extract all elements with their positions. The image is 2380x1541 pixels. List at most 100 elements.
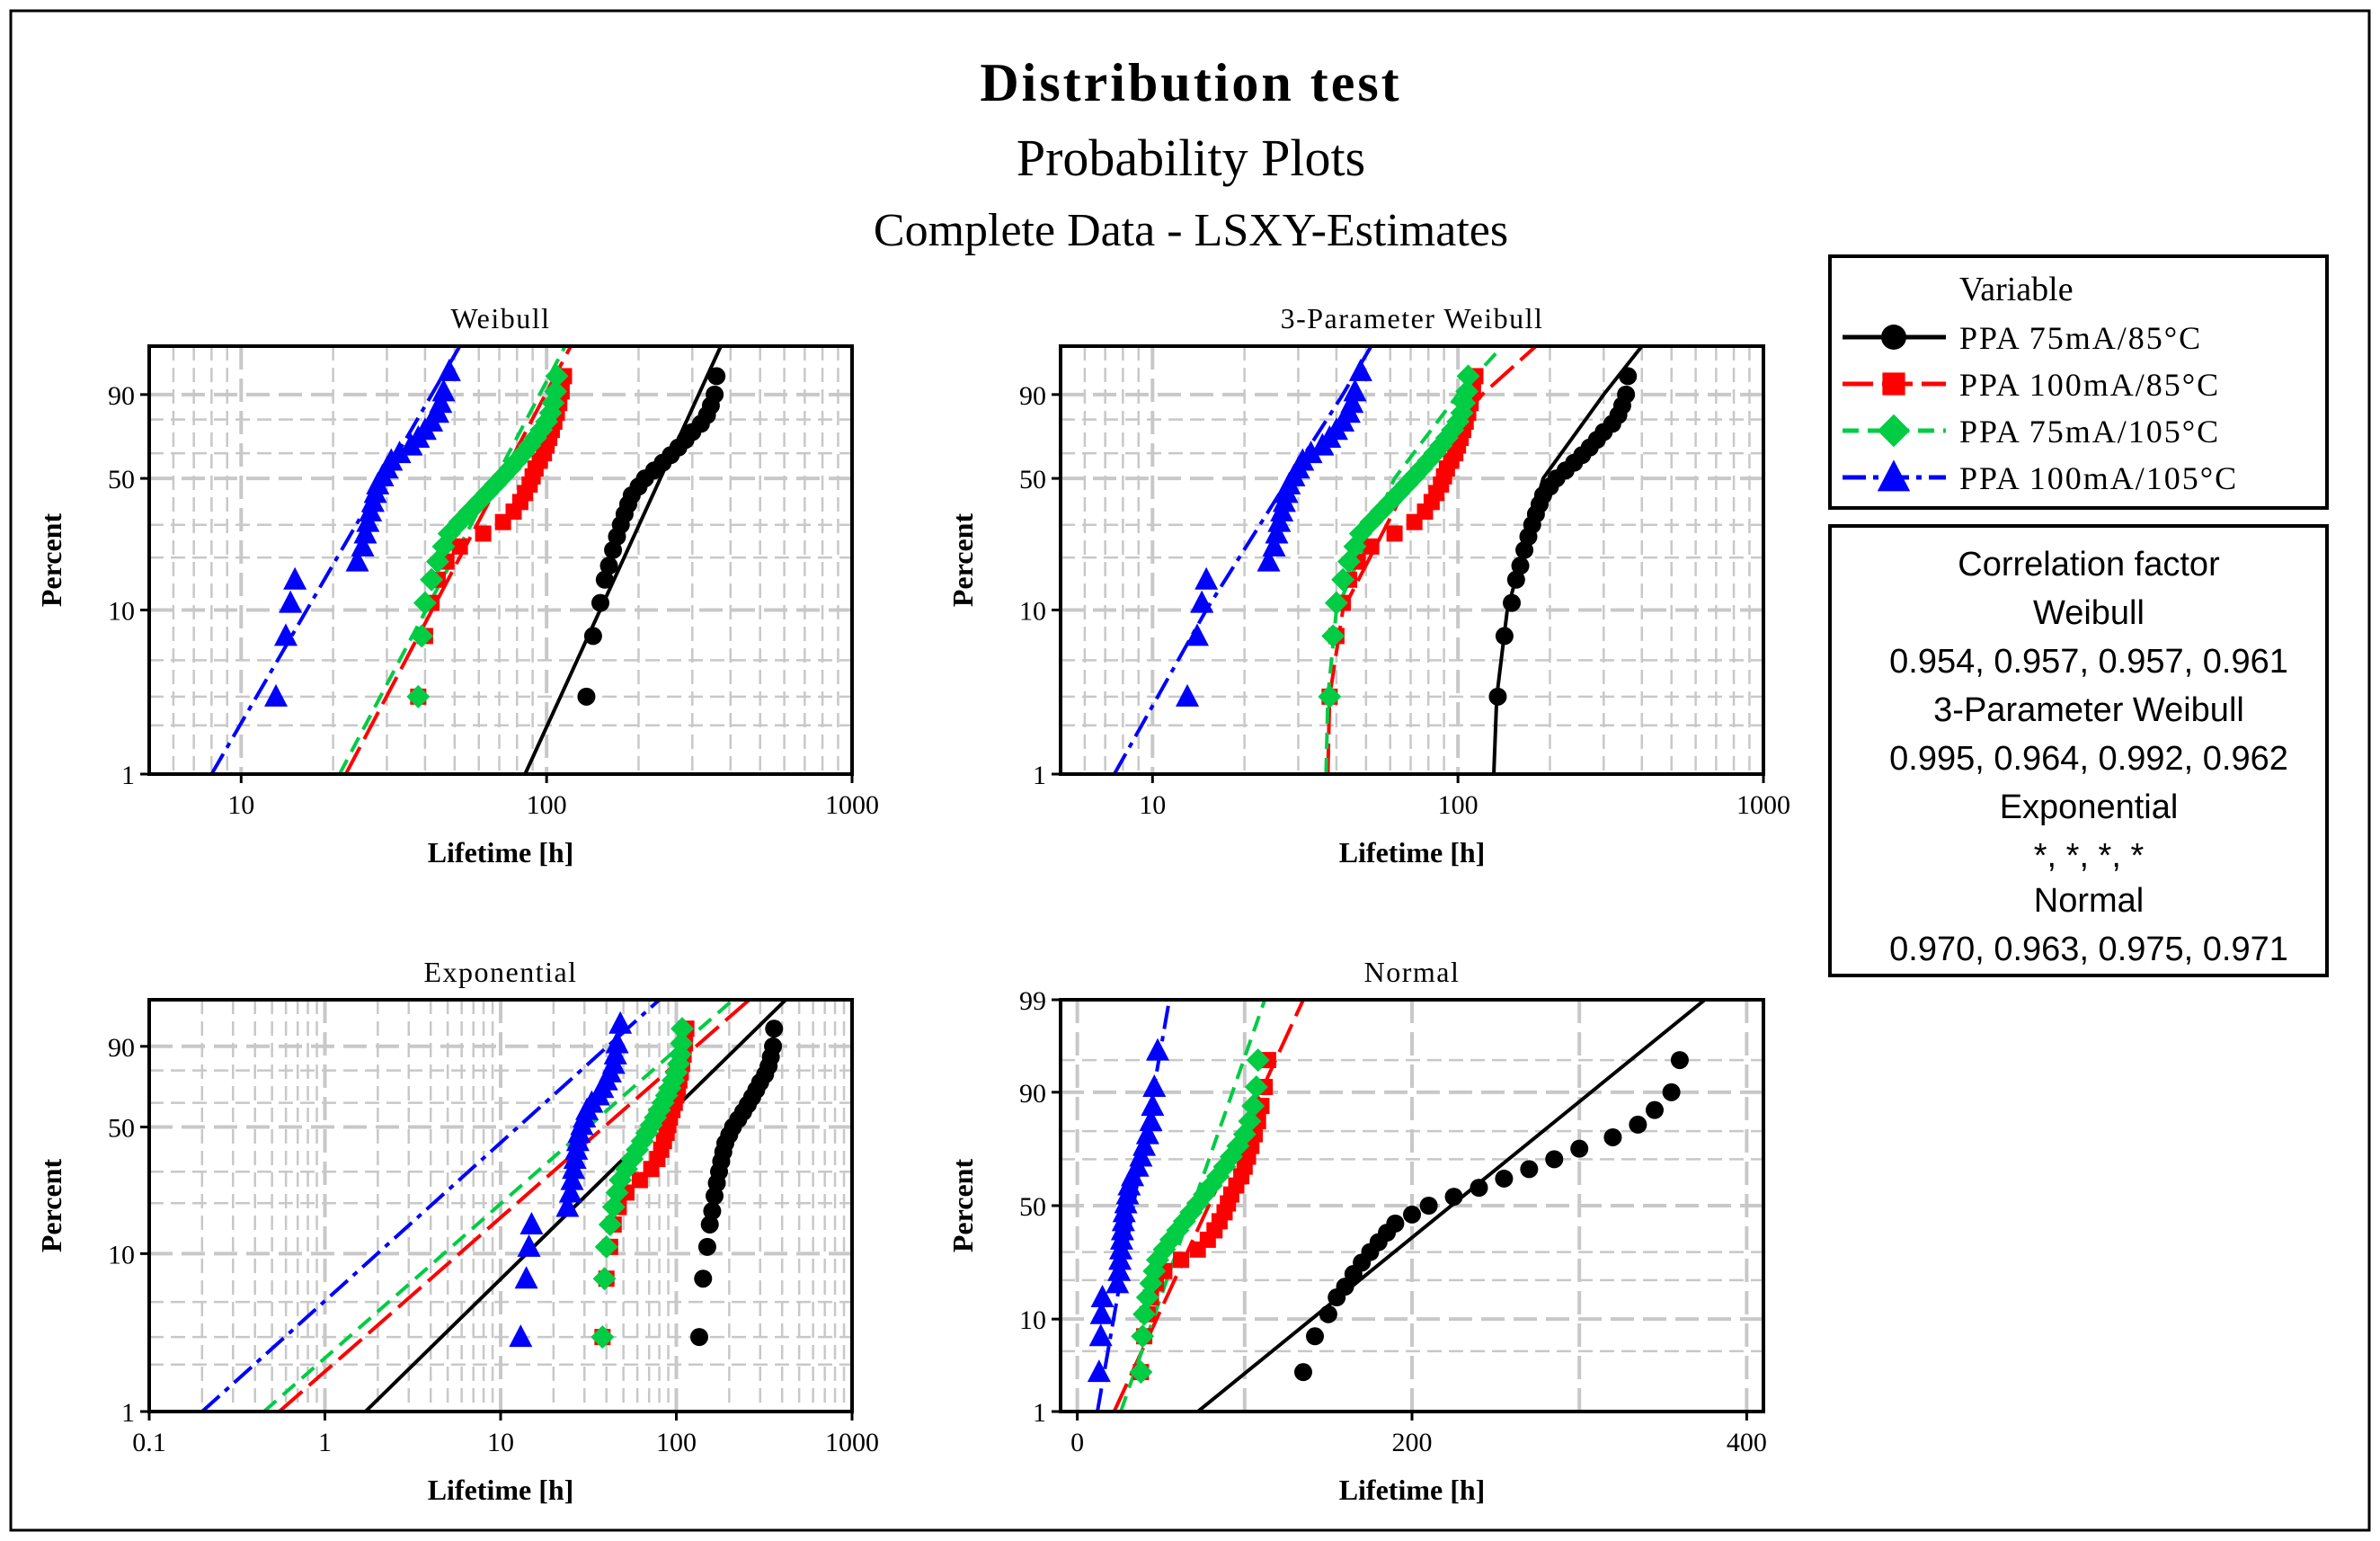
markers-three-param-weibull: [1176, 358, 1638, 708]
data-point-series-4: [558, 1180, 582, 1203]
data-point-series-4: [1340, 390, 1364, 414]
data-point-series-3: [1132, 1302, 1157, 1326]
markers-exponential: [509, 1011, 784, 1349]
data-point-series-3: [505, 449, 529, 473]
data-point-series-1: [707, 367, 726, 386]
fit-line-series-3: [1119, 1000, 1267, 1412]
data-point-series-4: [1089, 1301, 1114, 1324]
correlation-line-exponential: Exponential: [2000, 788, 2179, 826]
x-tick-label: 10: [1139, 790, 1166, 820]
x-axis-label-three-param-weibull: Lifetime [h]: [1339, 836, 1486, 868]
y-tick-label: 1: [1033, 761, 1046, 790]
fit-line-series-4: [209, 346, 462, 774]
fit-line-series-3: [262, 1000, 734, 1412]
legend-label: PPA 75mA/105°C: [1959, 414, 2220, 450]
x-tick-label: 0: [1070, 1428, 1084, 1457]
data-point-series-4: [605, 1030, 629, 1054]
data-point-series-3: [1129, 1360, 1153, 1385]
data-point-series-4: [345, 548, 369, 572]
x-tick-label: 0.1: [132, 1428, 166, 1457]
x-tick-label: 100: [1438, 790, 1479, 820]
data-point-series-4: [437, 358, 461, 381]
data-point-series-3: [1244, 1075, 1268, 1100]
fit-line-series-1: [364, 1000, 787, 1412]
y-tick-label: 1: [1033, 1398, 1046, 1428]
data-point-series-3: [591, 1325, 615, 1349]
data-point-series-3: [670, 1031, 694, 1056]
data-point-series-3: [544, 379, 568, 404]
y-tick-label: 50: [108, 465, 135, 494]
correlation-line-normal: Normal: [2034, 882, 2144, 920]
data-point-series-4: [387, 441, 412, 464]
data-point-series-1: [694, 1269, 713, 1288]
data-point-series-1: [1545, 1150, 1564, 1169]
data-point-series-2: [1173, 1252, 1190, 1269]
grid-normal: [1061, 1000, 1763, 1412]
data-point-series-1: [1319, 1305, 1337, 1323]
data-point-series-4: [273, 623, 298, 646]
data-point-series-1: [599, 557, 618, 575]
data-point-series-1: [1520, 1160, 1539, 1179]
legend-entry-2: PPA 100mA/85°C: [1843, 367, 2220, 403]
data-point-series-1: [583, 627, 602, 646]
data-point-series-1: [706, 385, 724, 404]
data-point-series-4: [1132, 1133, 1157, 1156]
y-tick-label: 90: [108, 1033, 135, 1063]
data-point-series-1: [1386, 1214, 1405, 1233]
plot-frame-three-param-weibull: [1059, 344, 1765, 776]
legend-title: Variable: [1959, 271, 2074, 308]
data-point-series-1: [1619, 367, 1638, 386]
x-tick-label: 10: [227, 790, 254, 820]
markers-weibull: [264, 358, 726, 708]
data-point-series-2: [1386, 525, 1403, 542]
correlation-heading: Correlation factor: [1958, 546, 2220, 583]
data-point-series-3: [545, 364, 569, 388]
y-axis-label-weibull: Percent: [35, 513, 67, 608]
figure-subtitle-estimates: Complete Data - LSXY-Estimates: [874, 205, 1508, 256]
data-point-series-3: [594, 1234, 618, 1259]
plot-frame-weibull: [147, 344, 854, 776]
data-point-series-3: [1241, 1094, 1265, 1118]
correlation-frame: [1828, 524, 2329, 977]
data-point-series-4: [517, 1234, 541, 1257]
x-tick-label: 1000: [825, 1428, 879, 1457]
x-tick-label: 1000: [825, 790, 879, 820]
y-axis-label-three-param-weibull: Percent: [946, 513, 979, 608]
plot-title-weibull: Weibull: [450, 302, 550, 334]
data-point-series-1: [1488, 687, 1507, 706]
legend-label: PPA 100mA/85°C: [1959, 367, 2220, 403]
x-tick-label: 200: [1392, 1428, 1433, 1457]
data-point-series-4: [1257, 548, 1281, 572]
plot-normal: Normal 0 200 400 1 10 50 90 99 Lifetime [h] Percen…: [946, 956, 1767, 1506]
data-point-series-1: [1495, 1169, 1514, 1188]
markers-normal: [1087, 1038, 1689, 1385]
data-point-series-1: [1306, 1327, 1325, 1346]
data-point-series-1: [1629, 1115, 1647, 1134]
fit-lines-normal: [1096, 1000, 1707, 1412]
data-point-series-3: [1246, 1048, 1270, 1073]
x-tick-label: 100: [527, 790, 567, 820]
data-point-series-4: [520, 1211, 544, 1234]
data-point-series-3: [598, 1212, 622, 1236]
fit-line-series-4: [1096, 1000, 1171, 1412]
legend-label: PPA 100mA/105°C: [1959, 460, 2238, 496]
data-point-series-4: [283, 566, 307, 590]
data-point-series-1: [765, 1020, 784, 1038]
plot-title-three-param-weibull: 3-Parameter Weibull: [1281, 302, 1544, 334]
data-point-series-4: [1176, 683, 1200, 707]
data-point-series-1: [1502, 593, 1521, 612]
data-point-series-3: [1416, 449, 1441, 473]
data-point-series-4: [1141, 1093, 1165, 1117]
y-tick-label: 10: [108, 1240, 135, 1269]
y-tick-label: 50: [1019, 465, 1046, 494]
data-point-series-4: [1106, 1270, 1130, 1294]
data-point-series-4: [353, 521, 377, 544]
data-point-series-1: [577, 687, 596, 706]
data-point-series-1: [1293, 1363, 1312, 1382]
data-point-series-1: [1662, 1082, 1681, 1101]
data-point-series-4: [1090, 1285, 1115, 1308]
data-point-series-1: [1444, 1188, 1463, 1207]
correlation-line-3p-weibull-values: 0.995, 0.964, 0.992, 0.962: [1889, 740, 2288, 778]
x-tick-label: 400: [1727, 1428, 1767, 1457]
